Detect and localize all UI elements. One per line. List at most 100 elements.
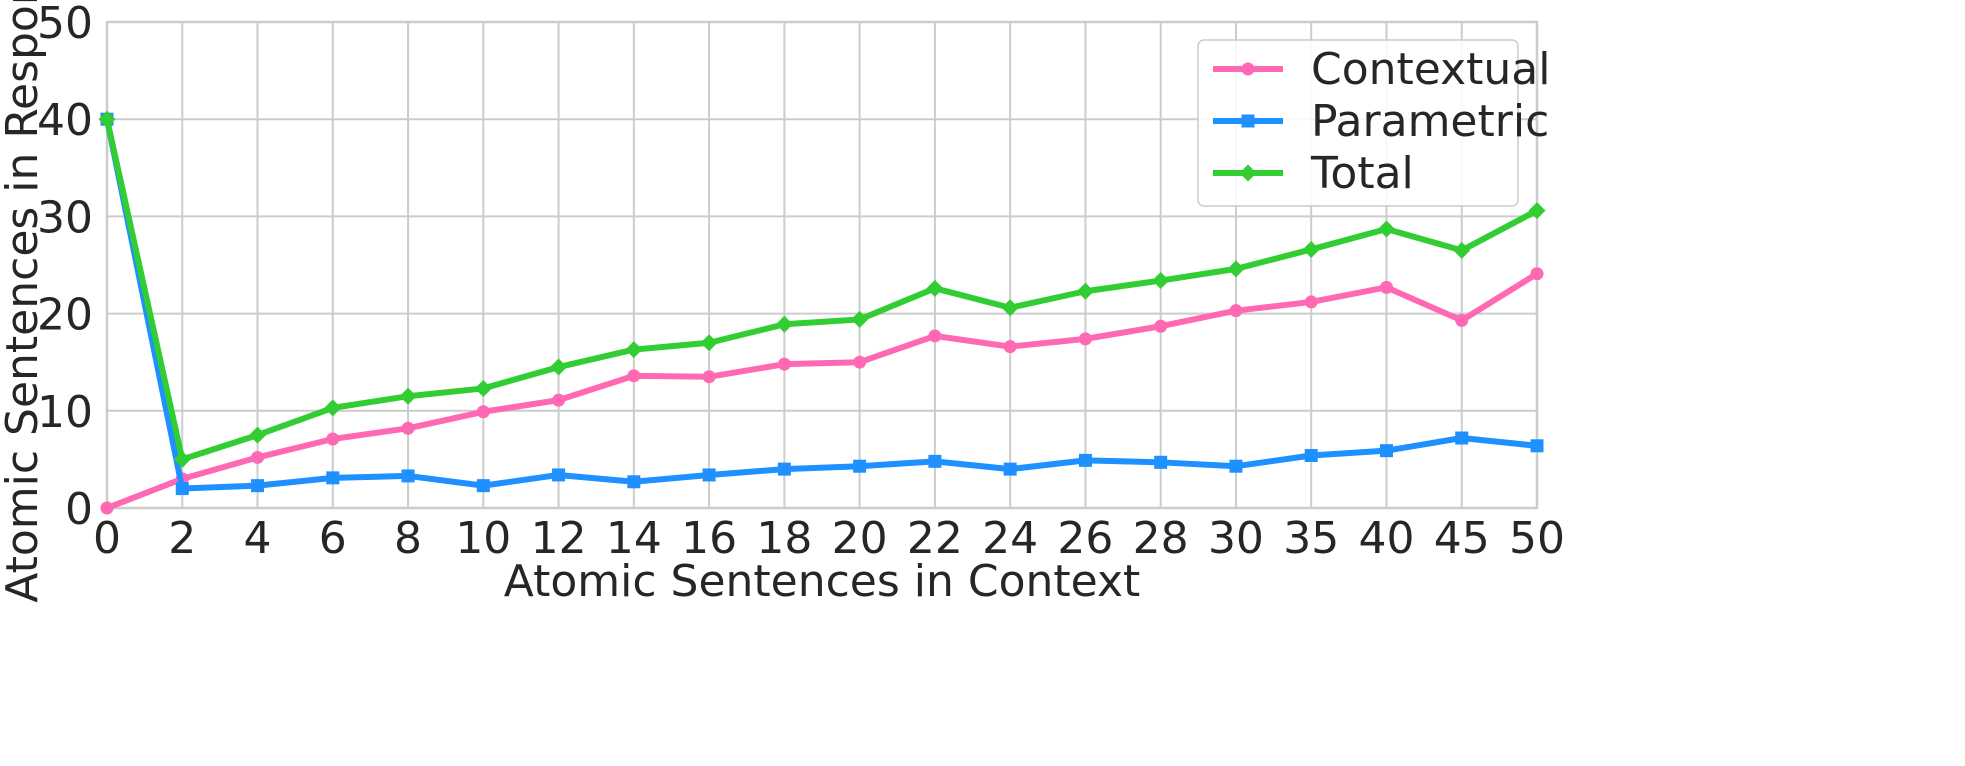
data-point-total <box>625 341 643 359</box>
x-tick-label: 45 <box>1434 513 1490 564</box>
data-point-total <box>324 399 342 417</box>
series-parametric <box>100 112 1544 496</box>
grid <box>106 21 1538 509</box>
data-point-contextual <box>627 369 641 383</box>
plot-frame <box>105 20 1539 510</box>
data-point-contextual <box>100 501 114 515</box>
data-point-parametric <box>1379 444 1393 458</box>
data-point-parametric <box>175 482 189 496</box>
data-point-parametric <box>1304 449 1318 463</box>
legend-box <box>1197 39 1519 207</box>
x-tick-labels: 0 2 4 6 8 10 12 14 16 18 20 22 24 26 28 30 35 40 45 50 <box>93 513 1565 564</box>
y-tick-label: 50 <box>37 0 93 49</box>
data-point-parametric <box>1530 439 1544 453</box>
data-point-parametric <box>251 479 265 493</box>
data-point-parametric <box>928 454 942 468</box>
data-point-parametric <box>627 475 641 489</box>
data-point-contextual <box>1455 313 1469 327</box>
x-tick-label: 8 <box>394 513 422 564</box>
data-point-total <box>1001 299 1019 317</box>
data-point-total <box>1152 272 1170 290</box>
data-point-contextual <box>1003 340 1017 354</box>
data-point-parametric <box>777 462 791 476</box>
y-tick-label: 20 <box>37 290 93 341</box>
y-axis-title: Atomic Sentences in Response <box>0 0 48 603</box>
legend-label-total: Total <box>1310 148 1414 199</box>
data-point-total <box>1377 220 1395 238</box>
data-point-contextual <box>777 357 791 371</box>
x-tick-label: 28 <box>1133 513 1189 564</box>
x-tick-label: 10 <box>455 513 511 564</box>
data-point-parametric <box>326 471 340 485</box>
data-point-parametric <box>1229 459 1243 473</box>
data-point-parametric <box>1078 453 1092 467</box>
data-point-total <box>1302 240 1320 258</box>
x-tick-label: 12 <box>531 513 587 564</box>
data-point-contextual <box>1078 332 1092 346</box>
x-tick-label: 26 <box>1057 513 1113 564</box>
data-point-parametric <box>853 459 867 473</box>
data-point-parametric <box>1154 455 1168 469</box>
data-point-total <box>173 450 191 468</box>
data-point-contextual <box>476 405 490 419</box>
data-point-contextual <box>1379 280 1393 294</box>
series-contextual <box>100 267 1544 515</box>
legend-item-contextual: Contextual <box>1213 44 1550 95</box>
x-tick-label: 35 <box>1283 513 1339 564</box>
legend-marker-total <box>1239 164 1257 182</box>
data-point-contextual <box>1229 304 1243 318</box>
x-tick-label: 6 <box>319 513 347 564</box>
series-total <box>98 110 1546 468</box>
data-point-total <box>1076 282 1094 300</box>
x-tick-label: 18 <box>756 513 812 564</box>
data-point-contextual <box>702 370 716 384</box>
legend-item-total: Total <box>1213 148 1414 199</box>
x-tick-label: 22 <box>907 513 963 564</box>
data-point-contextual <box>326 432 340 446</box>
x-tick-label: 50 <box>1509 513 1565 564</box>
data-point-total <box>249 426 267 444</box>
data-point-contextual <box>1154 319 1168 333</box>
x-tick-label: 0 <box>93 513 121 564</box>
data-point-total <box>98 110 116 128</box>
data-point-contextual <box>928 329 942 343</box>
legend-item-parametric: Parametric <box>1213 96 1549 147</box>
x-tick-label: 16 <box>681 513 737 564</box>
data-point-total <box>700 334 718 352</box>
data-point-total <box>926 279 944 297</box>
series-line-total <box>104 116 1540 463</box>
data-point-total <box>550 358 568 376</box>
x-axis-title: Atomic Sentences in Context <box>504 556 1141 607</box>
series-layer <box>98 110 1546 515</box>
data-point-total <box>1453 241 1471 259</box>
y-tick-label: 30 <box>37 192 93 243</box>
y-tick-label: 40 <box>37 95 93 146</box>
x-tick-label: 14 <box>606 513 662 564</box>
data-point-total <box>851 310 869 328</box>
data-point-total <box>775 315 793 333</box>
data-point-contextual <box>1530 267 1544 281</box>
x-tick-label: 40 <box>1358 513 1414 564</box>
data-point-total <box>474 379 492 397</box>
data-point-parametric <box>1455 431 1469 445</box>
data-point-contextual <box>251 450 265 464</box>
legend-label-parametric: Parametric <box>1311 96 1549 147</box>
data-point-parametric <box>401 469 415 483</box>
data-point-contextual <box>401 421 415 435</box>
x-tick-label: 2 <box>168 513 196 564</box>
legend-marker-contextual <box>1241 62 1255 76</box>
data-point-parametric <box>1003 462 1017 476</box>
data-point-total <box>1528 202 1546 220</box>
data-point-contextual <box>1304 295 1318 309</box>
data-point-total <box>399 387 417 405</box>
x-tick-label: 20 <box>832 513 888 564</box>
data-point-parametric <box>702 468 716 482</box>
data-point-contextual <box>552 393 566 407</box>
y-tick-label: 10 <box>37 387 93 438</box>
x-tick-label: 4 <box>244 513 272 564</box>
x-tick-label: 24 <box>982 513 1038 564</box>
legend-label-contextual: Contextual <box>1311 44 1550 95</box>
